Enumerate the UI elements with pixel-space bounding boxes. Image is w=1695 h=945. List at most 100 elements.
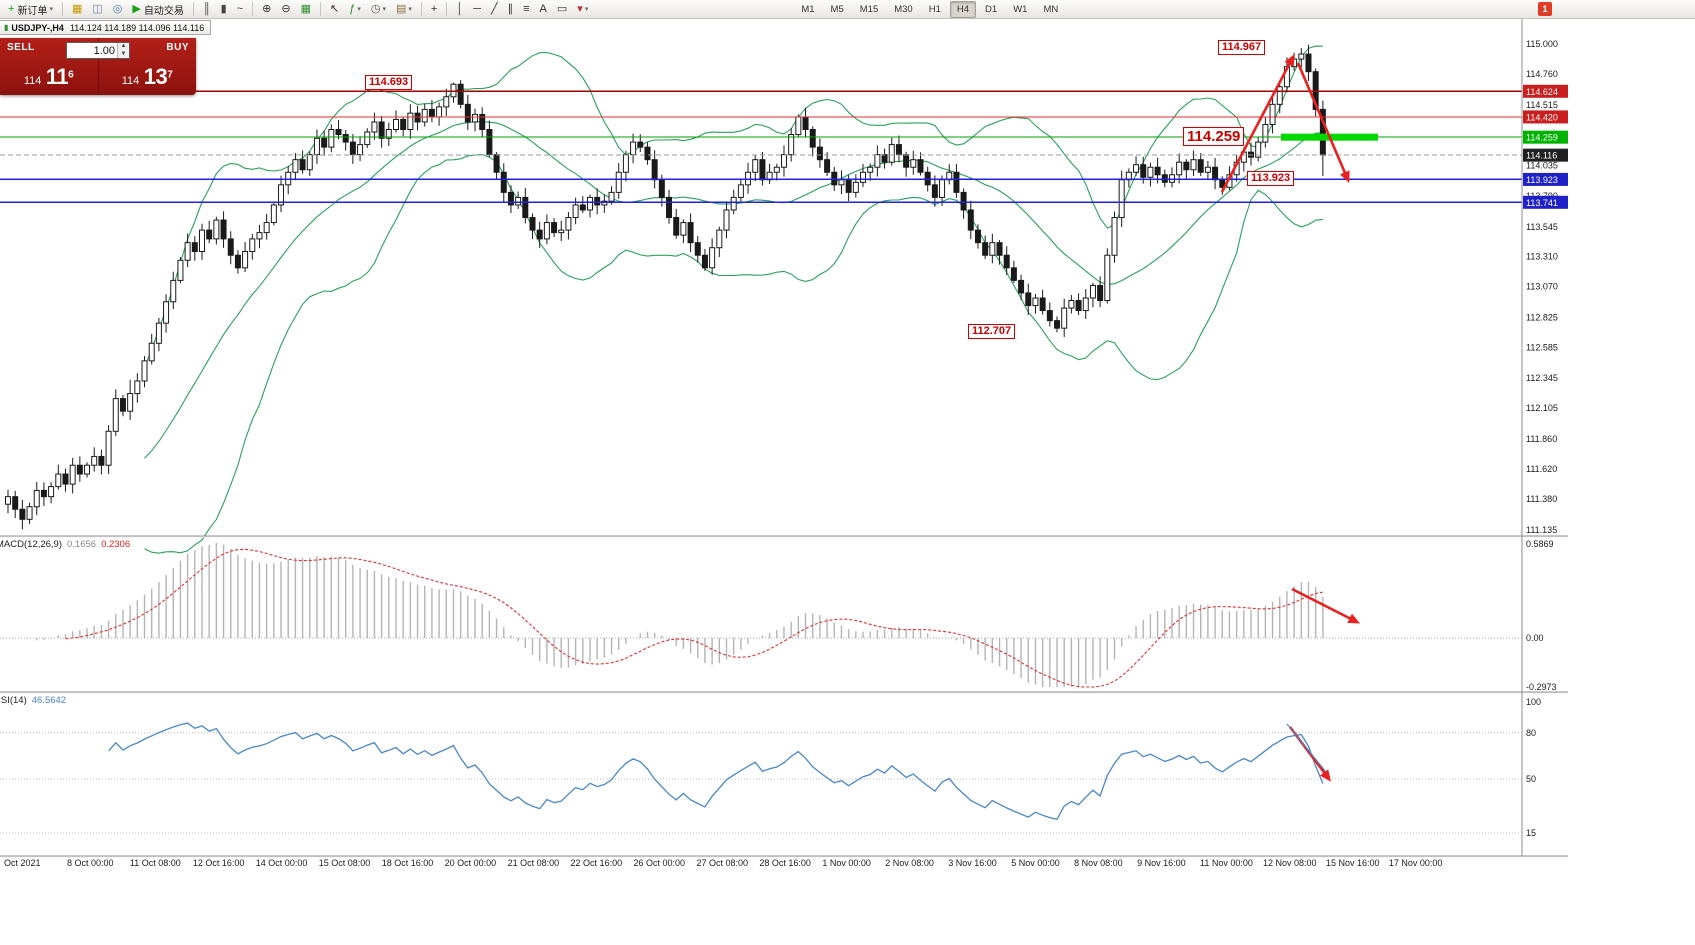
volume-up-button[interactable]: ▲ [118, 43, 129, 51]
dropdown-arrow-icon: ▾ [357, 6, 361, 13]
svg-text:9 Nov 16:00: 9 Nov 16:00 [1137, 858, 1186, 868]
svg-text:113.545: 113.545 [1526, 222, 1558, 232]
fibonacci-button[interactable]: ≡ [519, 0, 533, 19]
svg-text:22 Oct 16:00: 22 Oct 16:00 [571, 858, 623, 868]
autotrading-button[interactable]: ▶ 自动交易 [128, 0, 187, 19]
zoom-out-button[interactable]: ⊖ [277, 0, 294, 19]
volume-down-button[interactable]: ▼ [118, 50, 129, 58]
timeframe-h4-button[interactable]: H4 [949, 0, 977, 18]
new-order-button[interactable]: + 新订单 ▾ [4, 0, 57, 19]
autotrading-button-label: 自动交易 [143, 5, 184, 17]
ohlc-values: 114.124 114.189 114.096 114.116 [69, 22, 205, 33]
fibonacci-icon: ≡ [523, 2, 530, 15]
horizontal-line-button[interactable]: ─ [469, 0, 485, 19]
toolbar-buttons: + 新订单 ▾ ▦ ◫ ◎ ▶ 自动交易 ║ ▮ ~ ⊕ ⊖ ▦ ↖ ƒ ▾ ◷ ▾ ▤ ▾ + │ ─ ╱ ∥ ≡ A ▭ ▾ ▾ [3, 0, 593, 19]
svg-text:111.135: 111.135 [1526, 525, 1557, 535]
text-label-icon: ▭ [556, 2, 568, 15]
timeframe-d1-button[interactable]: D1 [985, 3, 998, 15]
chart-window-button[interactable]: ▦ [68, 0, 86, 19]
svg-text:112.825: 112.825 [1526, 312, 1558, 322]
price-annotation: 114.259 [1183, 127, 1245, 147]
crosshair-button[interactable]: + [427, 0, 441, 19]
macd-signal-value: 0.2306 [101, 539, 131, 550]
svg-text:114.624: 114.624 [1526, 87, 1558, 97]
bars-mode-button[interactable]: ║ [199, 0, 215, 19]
svg-text:113.741: 113.741 [1526, 198, 1558, 208]
price-axis[interactable] [1522, 18, 1695, 856]
svg-text:11 Oct 08:00: 11 Oct 08:00 [130, 858, 181, 868]
svg-text:17 Nov 00:00: 17 Nov 00:00 [1389, 858, 1443, 868]
channel-button[interactable]: ∥ [504, 0, 518, 19]
notification-badge[interactable]: 1 [1538, 2, 1552, 16]
price-annotation: 113.923 [1247, 171, 1295, 187]
timeframe-m5-button[interactable]: M5 [830, 3, 844, 15]
svg-text:114.116: 114.116 [1526, 151, 1557, 161]
timeframe-m15-button[interactable]: M15 [859, 3, 879, 15]
cursor-button[interactable]: ↖ [326, 0, 343, 19]
svg-text:8 Nov 08:00: 8 Nov 08:00 [1074, 858, 1123, 868]
volume-box: ▲ ▼ [66, 42, 130, 59]
text-button[interactable]: A [536, 0, 551, 19]
svg-text:114.420: 114.420 [1526, 112, 1558, 122]
timeframe-m30-button[interactable]: M30 [894, 3, 913, 15]
zoom-out-icon: ⊖ [281, 2, 291, 15]
svg-text:2 Nov 08:00: 2 Nov 08:00 [885, 858, 934, 868]
svg-text:27 Oct 08:00: 27 Oct 08:00 [696, 858, 748, 868]
timeframe-group: M1 M5 M15 M30 H1 H4 D1 W1 MN [793, 0, 1066, 18]
time-axis[interactable] [0, 856, 1568, 872]
text-label-button[interactable]: ▭ [553, 0, 571, 19]
trendline-icon: ╱ [491, 2, 498, 15]
timeframe-h1-button[interactable]: H1 [928, 3, 941, 15]
channel-icon: ∥ [507, 2, 514, 15]
svg-text:111.620: 111.620 [1526, 464, 1557, 474]
svg-text:15 Oct 08:00: 15 Oct 08:00 [319, 858, 371, 868]
rsi-panel[interactable] [0, 694, 1522, 854]
svg-text:50: 50 [1526, 774, 1536, 784]
timeframe-w1-button[interactable]: W1 [1013, 3, 1028, 15]
svg-text:15 Nov 16:00: 15 Nov 16:00 [1326, 858, 1380, 868]
arrows-icon: ▾ [577, 2, 583, 15]
templates-icon: ▤ [395, 2, 407, 15]
chart-title-strip: ▮ USDJPY-,H4 114.124 114.189 114.096 114… [0, 20, 212, 35]
timeframe-mn-button[interactable]: MN [1043, 3, 1059, 15]
buy-button[interactable]: BUY 114 137 [99, 38, 197, 95]
svg-text:21 Oct 08:00: 21 Oct 08:00 [508, 858, 560, 868]
buy-price-prefix: 114 [121, 75, 140, 87]
svg-text:3 Nov 16:00: 3 Nov 16:00 [948, 858, 997, 868]
tile-windows-button[interactable]: ▦ [297, 0, 315, 19]
volume-input[interactable] [67, 43, 117, 58]
sell-price-prefix: 114 [23, 75, 42, 87]
candles-mode-button[interactable]: ▮ [217, 0, 231, 19]
timeframe-m1-button[interactable]: M1 [801, 3, 815, 15]
buy-label: BUY [166, 42, 189, 53]
sell-button[interactable]: SELL 114 116 [0, 38, 99, 95]
periods-button[interactable]: ◷ ▾ [367, 0, 390, 19]
zoom-in-button[interactable]: ⊕ [258, 0, 275, 19]
buy-price-sup: 7 [167, 69, 173, 81]
indicators-button[interactable]: ƒ ▾ [345, 0, 365, 19]
line-mode-button[interactable]: ~ [233, 0, 247, 19]
svg-text:12 Nov 08:00: 12 Nov 08:00 [1263, 858, 1317, 868]
chart-plot[interactable] [0, 18, 1522, 536]
svg-text:-0.2973: -0.2973 [1526, 682, 1557, 692]
toolbar-separator [61, 2, 63, 16]
buy-price: 114 137 [99, 64, 197, 90]
svg-text:14 Oct 00:00: 14 Oct 00:00 [256, 858, 308, 868]
autotrading-icon: ▶ [132, 2, 141, 15]
dropdown-arrow-icon: ▾ [408, 6, 412, 13]
macd-label: MACD(12,26,9) [0, 539, 62, 550]
templates-button[interactable]: ▤ ▾ [392, 0, 416, 19]
macd-panel[interactable] [0, 538, 1522, 690]
chart-icon: ▮ [4, 23, 9, 32]
arrows-button[interactable]: ▾ ▾ [573, 0, 592, 19]
svg-text:100: 100 [1526, 697, 1541, 707]
svg-text:20 Oct 00:00: 20 Oct 00:00 [445, 858, 497, 868]
profiles-button[interactable]: ◫ [88, 0, 106, 19]
trendline-button[interactable]: ╱ [487, 0, 502, 19]
navigator-button[interactable]: ◎ [109, 0, 127, 19]
svg-text:8 Oct 00:00: 8 Oct 00:00 [67, 858, 114, 868]
svg-text:18 Oct 16:00: 18 Oct 16:00 [382, 858, 434, 868]
vertical-line-button[interactable]: │ [452, 0, 467, 19]
svg-text:114.515: 114.515 [1526, 100, 1558, 110]
